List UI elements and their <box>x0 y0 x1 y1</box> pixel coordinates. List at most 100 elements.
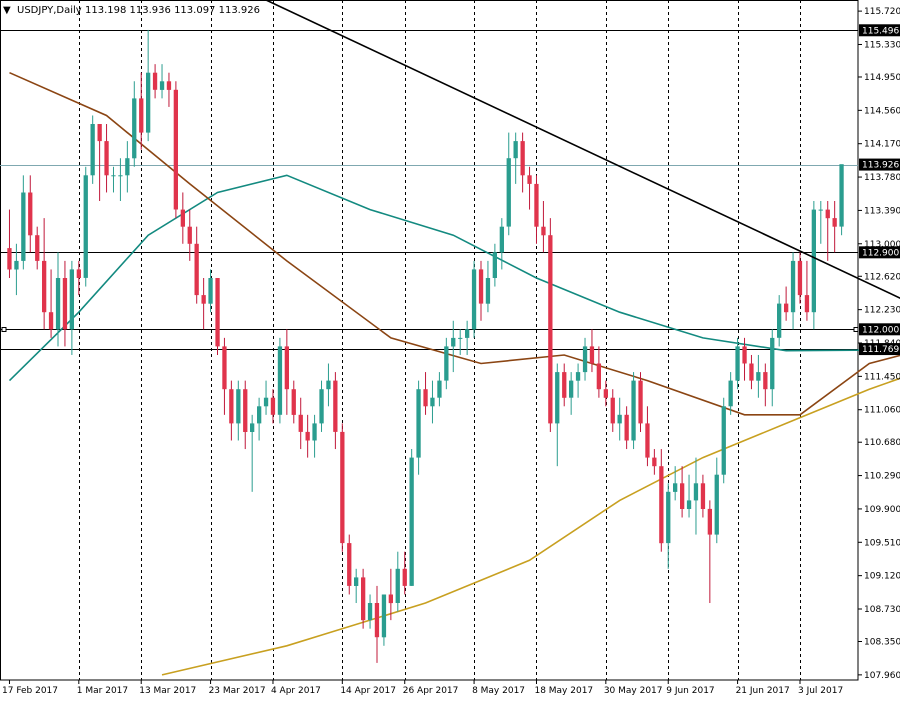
candle[interactable] <box>91 115 95 183</box>
candle[interactable] <box>139 73 143 150</box>
candle[interactable] <box>146 30 150 141</box>
candle[interactable] <box>666 483 670 569</box>
candle[interactable] <box>278 338 282 424</box>
candle[interactable] <box>84 167 88 287</box>
candle[interactable] <box>403 552 407 595</box>
candle[interactable] <box>63 261 67 347</box>
candle[interactable] <box>458 329 462 355</box>
candle[interactable] <box>333 372 337 449</box>
candle[interactable] <box>631 372 635 449</box>
candle[interactable] <box>611 389 615 432</box>
candle[interactable] <box>444 338 448 389</box>
candle[interactable] <box>805 261 809 321</box>
candle[interactable] <box>347 535 351 595</box>
candle[interactable] <box>521 133 525 193</box>
candle[interactable] <box>271 389 275 423</box>
candle[interactable] <box>222 338 226 415</box>
candle[interactable] <box>21 175 25 269</box>
candle[interactable] <box>153 64 157 98</box>
candle[interactable] <box>111 167 115 193</box>
level-handle-left[interactable] <box>2 328 6 332</box>
candle[interactable] <box>125 141 129 192</box>
candle[interactable] <box>257 398 261 441</box>
candle[interactable] <box>722 398 726 484</box>
candle[interactable] <box>514 133 518 184</box>
candle[interactable] <box>479 261 483 321</box>
candle[interactable] <box>430 381 434 424</box>
candle[interactable] <box>749 355 753 389</box>
candle[interactable] <box>694 458 698 535</box>
candle[interactable] <box>202 278 206 329</box>
candle[interactable] <box>652 449 656 475</box>
candle[interactable] <box>292 381 296 424</box>
candle[interactable] <box>437 372 441 406</box>
candle[interactable] <box>756 355 760 398</box>
candle[interactable] <box>770 329 774 406</box>
candle[interactable] <box>42 218 46 329</box>
candle[interactable] <box>534 175 538 243</box>
candle[interactable] <box>7 210 11 278</box>
candle[interactable] <box>597 346 601 397</box>
candle[interactable] <box>368 594 372 628</box>
candle[interactable] <box>174 81 178 218</box>
candle[interactable] <box>375 586 379 663</box>
candle[interactable] <box>555 364 559 467</box>
candle[interactable] <box>576 364 580 398</box>
candle[interactable] <box>299 398 303 449</box>
candle[interactable] <box>798 252 802 303</box>
candle[interactable] <box>451 321 455 372</box>
candle[interactable] <box>618 398 622 441</box>
candle[interactable] <box>118 158 122 201</box>
dropdown-arrow-icon[interactable]: ▼ <box>3 5 11 16</box>
candle[interactable] <box>236 381 240 441</box>
candle[interactable] <box>285 329 289 415</box>
candle[interactable] <box>306 415 310 458</box>
candle[interactable] <box>645 406 649 466</box>
candle[interactable] <box>548 218 552 432</box>
candle[interactable] <box>590 329 594 372</box>
trendline[interactable] <box>266 0 900 329</box>
candle[interactable] <box>569 372 573 415</box>
candle[interactable] <box>326 364 330 407</box>
candle[interactable] <box>839 164 843 235</box>
candle[interactable] <box>812 201 816 329</box>
candle[interactable] <box>680 466 684 517</box>
candle[interactable] <box>735 338 739 389</box>
candle[interactable] <box>715 458 719 544</box>
candle[interactable] <box>527 167 531 210</box>
candle[interactable] <box>763 364 767 407</box>
candle[interactable] <box>784 287 788 321</box>
candle[interactable] <box>132 81 136 167</box>
candle[interactable] <box>819 201 823 244</box>
candle[interactable] <box>35 227 39 270</box>
candle[interactable] <box>382 594 386 645</box>
candle[interactable] <box>687 475 691 518</box>
candle[interactable] <box>701 475 705 518</box>
candle[interactable] <box>195 227 199 304</box>
candle[interactable] <box>229 381 233 441</box>
candle[interactable] <box>98 124 102 201</box>
candle[interactable] <box>791 252 795 329</box>
candle[interactable] <box>361 569 365 629</box>
candle[interactable] <box>312 415 316 458</box>
candle[interactable] <box>826 201 830 261</box>
candle[interactable] <box>507 133 511 236</box>
candle[interactable] <box>638 372 642 432</box>
candle[interactable] <box>188 210 192 261</box>
candle[interactable] <box>208 269 212 312</box>
candle[interactable] <box>77 261 81 295</box>
candle[interactable] <box>583 338 587 381</box>
candle[interactable] <box>28 175 32 252</box>
candle[interactable] <box>104 124 108 192</box>
level-handle-right[interactable] <box>854 328 858 332</box>
candle[interactable] <box>486 261 490 312</box>
candle[interactable] <box>659 449 663 552</box>
candle[interactable] <box>493 244 497 287</box>
candle[interactable] <box>354 569 358 603</box>
candle[interactable] <box>70 261 74 355</box>
candle[interactable] <box>215 278 219 355</box>
candle[interactable] <box>14 244 18 295</box>
candle[interactable] <box>264 381 268 415</box>
candle[interactable] <box>729 372 733 415</box>
